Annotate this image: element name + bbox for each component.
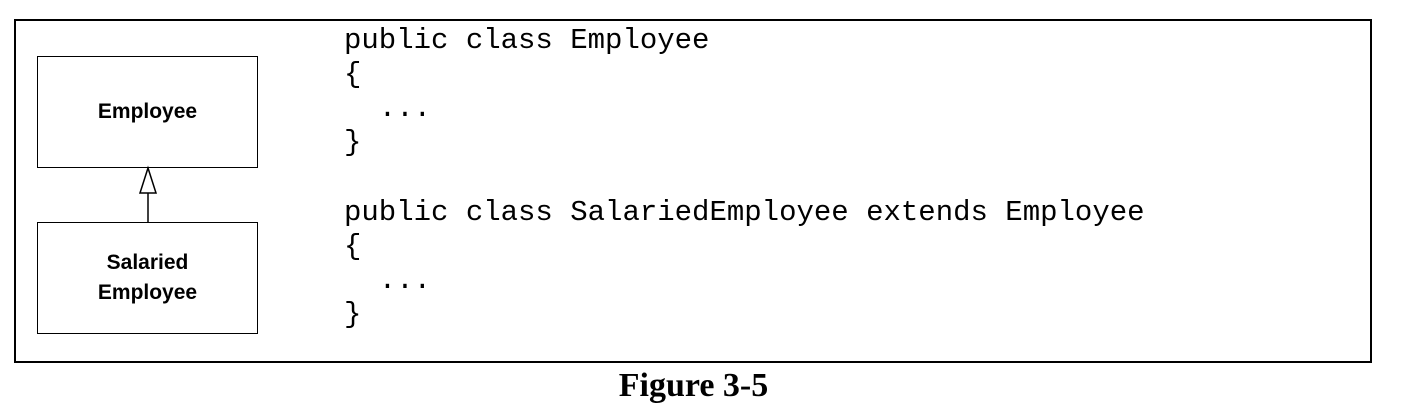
class-name-line: Employee [97, 281, 198, 304]
code-line: ... [344, 92, 432, 125]
inheritance-arrow-head [138, 165, 158, 194]
code-line: ... [344, 264, 432, 297]
salaried-employee-class-name: Salaried Employee [98, 248, 197, 308]
employee-class-name: Employee [98, 97, 197, 127]
code-line: } [344, 298, 362, 331]
employee-class-box: Employee [37, 56, 258, 168]
code-line: { [344, 58, 362, 91]
salaried-employee-class-box: Salaried Employee [37, 222, 258, 334]
code-line: { [344, 230, 362, 263]
figure-caption: Figure 3-5 [618, 367, 769, 404]
code-line: } [344, 126, 362, 159]
salaried-employee-code-block: public class SalariedEmployee extends Em… [344, 196, 1145, 332]
class-name-line: Employee [97, 100, 198, 123]
class-name-line: Salaried [106, 251, 189, 274]
inheritance-arrow [138, 165, 158, 222]
code-line: public class SalariedEmployee extends Em… [344, 196, 1145, 229]
employee-code-block: public class Employee{ ...} [344, 24, 709, 160]
code-line: public class Employee [344, 24, 710, 57]
figure-frame [14, 19, 1372, 363]
